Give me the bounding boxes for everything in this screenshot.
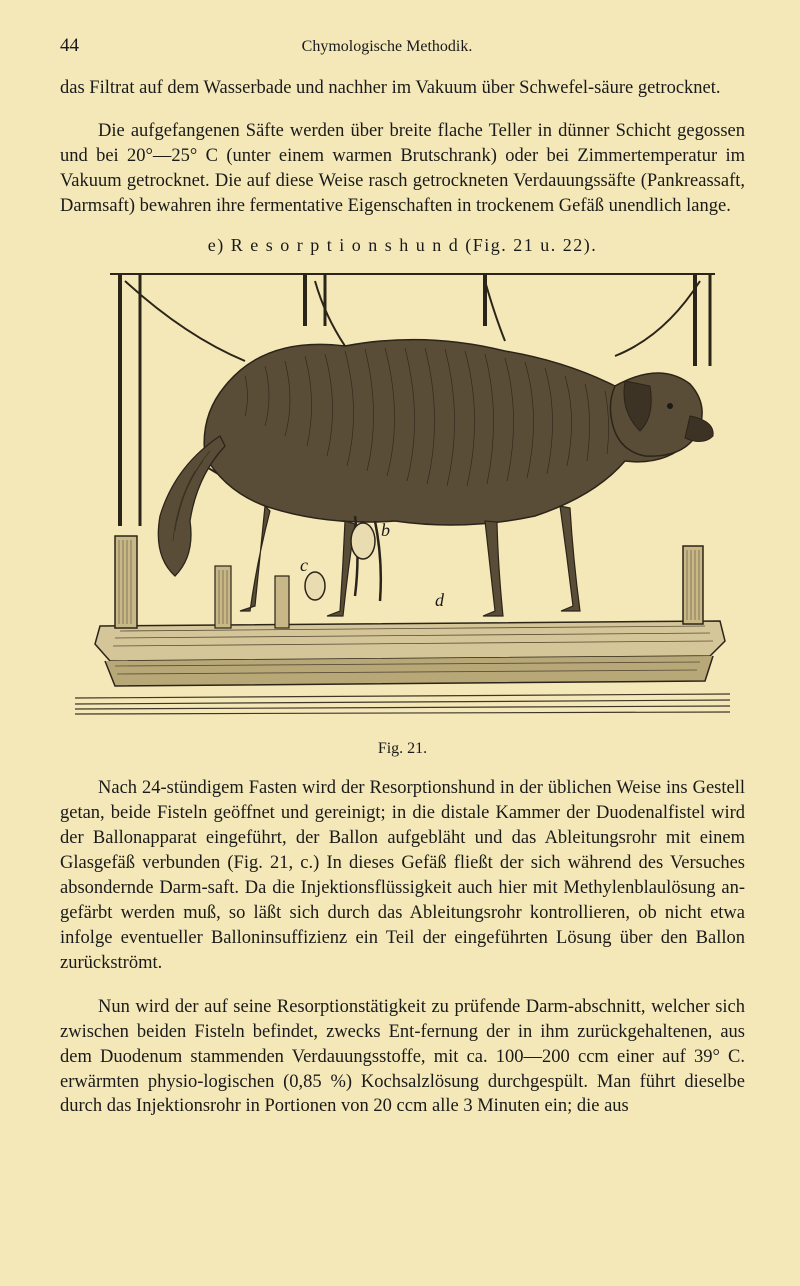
page-container: 44 Chymologische Methodik. das Filtrat a… <box>0 0 800 1170</box>
paragraph-3: Nach 24-stündigem Fasten wird der Resorp… <box>60 776 745 976</box>
label-d: d <box>435 590 445 610</box>
section-label-e: e) R e s o r p t i o n s h u n d (Fig. 2… <box>60 235 745 256</box>
paragraph-1: das Filtrat auf dem Wasserbade und nachh… <box>60 76 745 101</box>
figure-caption: Fig. 21. <box>60 740 745 758</box>
label-b: b <box>381 520 390 540</box>
label-c: c <box>300 555 308 575</box>
page-header: 44 Chymologische Methodik. <box>60 35 745 57</box>
page-number: 44 <box>60 35 79 57</box>
figure-21: b c d <box>65 266 740 736</box>
running-head: Chymologische Methodik. <box>302 38 473 56</box>
paragraph-4: Nun wird der auf seine Resorptionstätigk… <box>60 995 745 1120</box>
engraving-illustration: b c d <box>65 266 740 736</box>
paragraph-2: Die aufgefangenen Säfte werden über brei… <box>60 119 745 219</box>
